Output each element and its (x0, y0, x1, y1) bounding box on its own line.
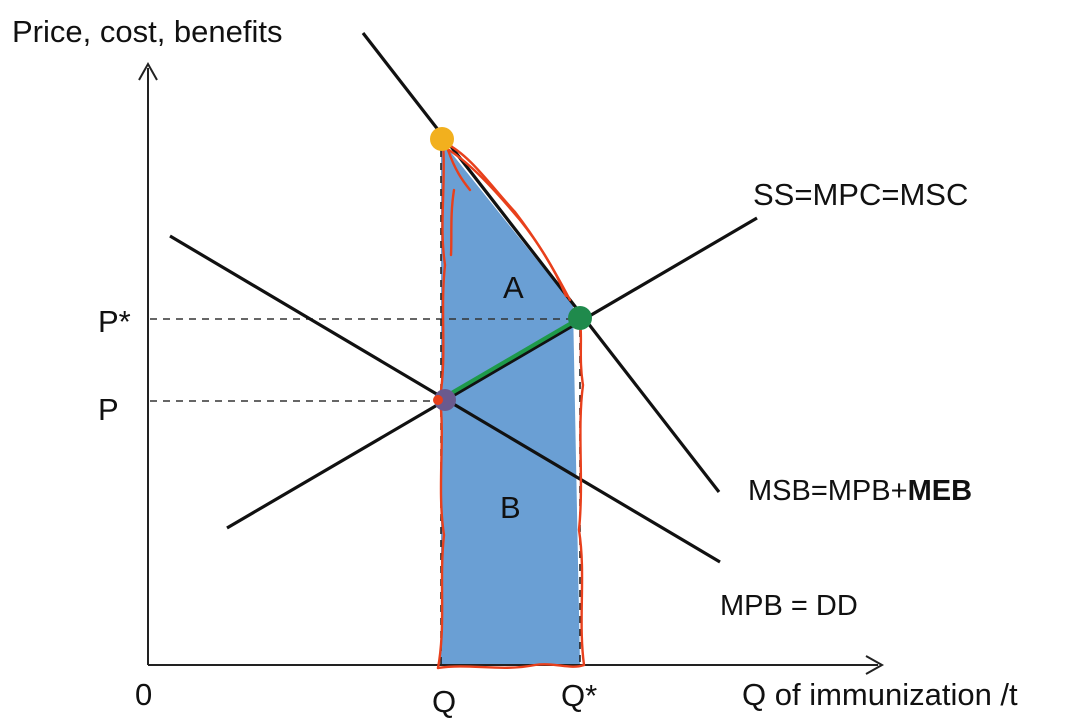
welfare-gain-area (441, 140, 580, 665)
p-label: P (98, 392, 119, 427)
y-axis-arrowhead (138, 61, 158, 81)
market-equilibrium-red-mark (433, 395, 443, 405)
supply-curve (226, 216, 758, 530)
p-star-label: P* (98, 304, 131, 339)
area-b-label: B (500, 490, 521, 525)
demand-curve-label: MPB = DD (720, 590, 858, 622)
q-label: Q (432, 684, 456, 719)
msb-curve-label: MSB=MPB+MEB (748, 475, 972, 507)
x-axis-arrowhead (865, 655, 885, 675)
msb-curve (361, 32, 721, 493)
supply-curve-label: SS=MPC=MSC (753, 177, 968, 212)
equilibrium-link-line (441, 316, 582, 400)
msb-label-prefix: MSB=MPB+ (748, 475, 908, 507)
msb-top-point (430, 127, 454, 151)
market-equilibrium-point (434, 389, 456, 411)
y-axis-label: Price, cost, benefits (12, 14, 283, 49)
social-optimum-point (568, 306, 592, 330)
area-a-label: A (503, 270, 524, 305)
x-axis-label: Q of immunization /t (742, 677, 1018, 712)
q-star-label: Q* (561, 678, 597, 713)
red-annotation-outline (436, 140, 586, 670)
meb-label-bold: MEB (908, 475, 972, 507)
origin-label: 0 (135, 677, 152, 712)
